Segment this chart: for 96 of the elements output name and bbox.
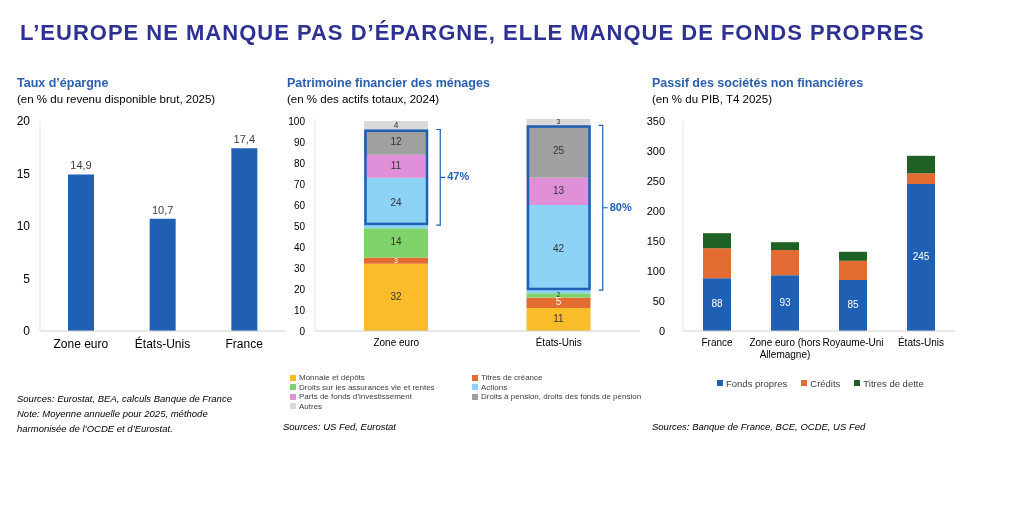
- y-tick-label: 0: [658, 324, 665, 337]
- source-note: Sources: Banque de France, BCE, OCDE, US Fed: [652, 420, 867, 434]
- y-tick-label: 50: [652, 294, 665, 307]
- bar: [771, 242, 799, 250]
- bar: [149, 218, 176, 331]
- bar: [907, 184, 935, 331]
- chart-subtitle: (en % des actifs totaux, 2024): [287, 93, 440, 105]
- y-tick-label: 40: [293, 241, 306, 253]
- data-label: 13: [552, 185, 565, 197]
- text: L’EUROPE NE MANQUE PAS D’ÉPARGNE, ELLE MANQUE DE FONDS PROPRES: [20, 20, 925, 46]
- x-tick-label: Zone euro (hors Allemagne): [749, 337, 821, 361]
- bar: [526, 297, 591, 308]
- data-label: 32: [390, 291, 402, 303]
- legend-label: Titres de dette: [863, 377, 924, 389]
- y-tick-label: 15: [16, 166, 31, 181]
- legend-label: Droits sur les assurances vie et rentes: [299, 382, 435, 392]
- y-tick-label: 10: [16, 219, 31, 234]
- bar: [364, 263, 428, 331]
- x-tick-label: France: [701, 337, 733, 349]
- x-tick-label: Zone euro: [53, 336, 109, 351]
- legend-label: Fonds propres: [726, 377, 788, 389]
- data-label: 245: [912, 251, 930, 263]
- source-note: Sources: US Fed, Eurostat: [283, 420, 397, 434]
- bar: [703, 233, 731, 249]
- data-label: 14: [390, 236, 402, 248]
- bar: [364, 228, 428, 258]
- legend-label: Titres de créance: [481, 373, 543, 383]
- y-tick-label: 90: [293, 136, 306, 148]
- chart-title: Passif des sociétés non financières: [652, 76, 864, 90]
- annotation: 47%: [447, 170, 470, 183]
- bar: [526, 307, 591, 331]
- bar: [771, 250, 799, 276]
- legend-label: Crédits: [810, 377, 841, 389]
- x-tick-label: États-Unis: [897, 336, 945, 349]
- bar: [526, 293, 591, 298]
- x-tick-label: Zone euro: [373, 337, 420, 349]
- y-tick-label: 100: [288, 115, 306, 127]
- bar: [839, 260, 867, 280]
- data-label: 10,7: [151, 203, 174, 216]
- bar: [703, 278, 731, 331]
- legend-label: Droits à pension, droits des fonds de pension: [481, 392, 642, 402]
- annotation: 80%: [609, 200, 632, 213]
- data-label: 5: [555, 296, 562, 308]
- bar: [703, 248, 731, 279]
- data-label: 88: [711, 298, 723, 310]
- data-label: 24: [390, 196, 402, 208]
- data-label: 14,9: [70, 159, 92, 172]
- data-label: 12: [390, 135, 402, 147]
- legend-label: Monnaie et dépôts: [299, 373, 365, 383]
- y-tick-label: 250: [646, 174, 665, 187]
- data-label: 93: [779, 296, 791, 308]
- y-tick-label: 300: [646, 144, 665, 157]
- x-tick-label: Royaume-Uni: [822, 337, 884, 349]
- y-tick-label: 20: [293, 283, 306, 295]
- bar: [907, 173, 935, 184]
- chart-subtitle: (en % du revenu disponible brut, 2025): [17, 93, 216, 105]
- y-tick-label: 0: [299, 325, 306, 337]
- data-label: 4: [393, 119, 399, 130]
- bar: [68, 174, 94, 331]
- data-label: 85: [847, 299, 859, 311]
- data-label: 25: [552, 145, 565, 157]
- y-tick-label: 200: [646, 204, 665, 217]
- data-label: 42: [552, 242, 565, 254]
- x-tick-label: États-Unis: [134, 335, 191, 351]
- y-tick-label: 350: [646, 114, 665, 127]
- data-label: 11: [390, 159, 402, 171]
- y-tick-label: 100: [646, 264, 665, 277]
- y-tick-label: 10: [293, 304, 306, 316]
- y-tick-label: 0: [23, 324, 31, 339]
- bar: [231, 148, 258, 331]
- chart-title: Taux d’épargne: [17, 76, 109, 90]
- bar: [907, 155, 935, 174]
- bar: [364, 257, 428, 264]
- text: Note: Moyenne annuelle pour 2025, méthode harmonisée de l’OCDE et d’Eurostat.: [17, 407, 209, 436]
- y-tick-label: 30: [293, 262, 306, 274]
- data-label: 17,4: [233, 133, 256, 146]
- y-tick-label: 20: [16, 114, 31, 129]
- legend-label: Actions: [481, 382, 508, 392]
- y-tick-label: 80: [293, 157, 306, 169]
- x-tick-label: États-Unis: [535, 336, 582, 349]
- source-note: Sources: Eurostat, BEA, calculs Banque de France: [17, 392, 233, 406]
- legend-label: Parts de fonds d’investissement: [299, 392, 412, 402]
- legend-label: Autres: [299, 401, 323, 411]
- bar: [839, 251, 867, 261]
- y-tick-label: 150: [646, 234, 665, 247]
- y-tick-label: 5: [23, 271, 31, 286]
- y-tick-label: 70: [293, 178, 306, 190]
- chart-title: Patrimoine financier des ménages: [287, 76, 490, 90]
- bar: [839, 280, 867, 331]
- y-tick-label: 50: [293, 220, 306, 232]
- bar: [526, 119, 591, 126]
- x-tick-label: France: [225, 336, 264, 351]
- bar: [771, 275, 799, 331]
- data-label: 11: [553, 313, 565, 325]
- y-tick-label: 60: [293, 199, 306, 211]
- chart-subtitle: (en % du PIB, T4 2025): [652, 93, 772, 105]
